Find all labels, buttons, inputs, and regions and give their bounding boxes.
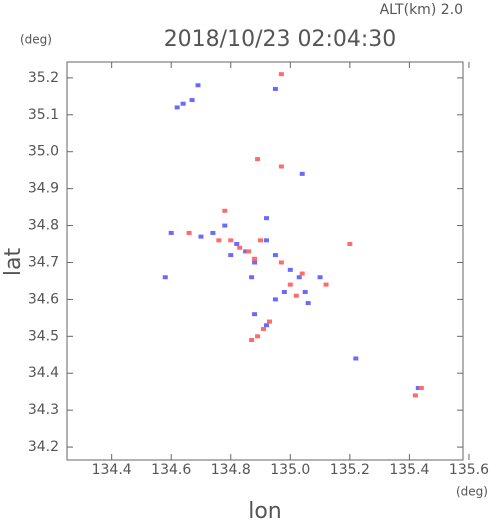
y-tick-label: 35.0 — [28, 144, 59, 160]
echo-point — [258, 238, 264, 243]
echo-point — [299, 171, 305, 176]
echo-point — [210, 230, 216, 235]
echo-point — [263, 238, 269, 243]
echo-point — [255, 334, 261, 339]
y-tick-label: 34.7 — [28, 254, 59, 270]
x-tick-label: 135.2 — [330, 462, 370, 478]
echo-point — [249, 275, 255, 280]
y-tick-label: 34.3 — [28, 402, 59, 418]
echo-point — [249, 338, 255, 343]
echo-point — [266, 319, 272, 324]
echo-point — [195, 83, 201, 88]
echo-point — [302, 290, 308, 295]
echo-point — [305, 301, 311, 306]
echo-point — [418, 386, 424, 391]
chart-title: 2018/10/23 02:04:30 — [164, 27, 397, 52]
echo-point — [216, 238, 222, 243]
echo-point — [278, 260, 284, 265]
echo-point — [272, 253, 278, 258]
echo-point — [198, 234, 204, 239]
y-tick-label: 34.2 — [28, 439, 59, 455]
y-tick-label: 34.8 — [28, 218, 59, 234]
echo-point — [412, 393, 418, 398]
echo-point — [252, 256, 258, 261]
echo-point — [186, 230, 192, 235]
echo-point — [263, 216, 269, 221]
echo-point — [272, 86, 278, 91]
x-tick-label: 134.8 — [211, 462, 251, 478]
x-tick-label: 134.6 — [151, 462, 191, 478]
echo-point — [281, 290, 287, 295]
echo-point — [252, 260, 258, 265]
y-tick-label: 34.4 — [28, 365, 59, 381]
y-tick-label: 34.6 — [28, 291, 59, 307]
echo-point — [222, 223, 228, 228]
echo-point — [168, 230, 174, 235]
echo-point — [278, 164, 284, 169]
x-axis-label: lon — [248, 499, 282, 521]
echo-point — [347, 242, 353, 247]
y-unit: (deg) — [20, 33, 52, 47]
echo-point — [278, 72, 284, 77]
x-tick-label: 135.6 — [449, 462, 489, 478]
echo-point — [234, 242, 240, 247]
x-tick-label: 135.0 — [270, 462, 310, 478]
echo-point — [299, 271, 305, 276]
echo-point — [287, 282, 293, 287]
y-axis-label: lat — [1, 248, 26, 277]
echo-point — [255, 157, 261, 162]
echo-point — [237, 245, 243, 250]
y-tick-label: 34.9 — [28, 181, 59, 197]
echo-point — [228, 253, 234, 258]
echo-point — [174, 105, 180, 110]
echo-point — [261, 326, 267, 331]
plot-frame — [66, 61, 464, 461]
echo-point — [272, 297, 278, 302]
echo-point — [189, 98, 195, 103]
echo-point — [323, 282, 329, 287]
echo-point — [293, 293, 299, 298]
echo-point — [246, 249, 252, 254]
x-tick-label: 135.4 — [389, 462, 429, 478]
echo-point — [243, 249, 249, 254]
echo-point — [222, 208, 228, 213]
echo-point — [317, 275, 323, 280]
echo-point — [162, 275, 168, 280]
chart-subtitle: ALT(km) 2.0 — [380, 2, 463, 18]
echo-point — [353, 356, 359, 361]
echo-point — [287, 267, 293, 272]
echo-point — [252, 312, 258, 317]
y-tick-label: 34.5 — [28, 328, 59, 344]
x-unit: (deg) — [456, 485, 488, 499]
echo-point — [228, 238, 234, 243]
x-tick-label: 134.4 — [92, 462, 132, 478]
echo-point — [180, 101, 186, 106]
y-tick-label: 35.2 — [28, 70, 59, 86]
echo-point — [296, 275, 302, 280]
echo-point — [415, 386, 421, 391]
echo-point — [263, 323, 269, 328]
y-tick-label: 35.1 — [28, 107, 59, 123]
